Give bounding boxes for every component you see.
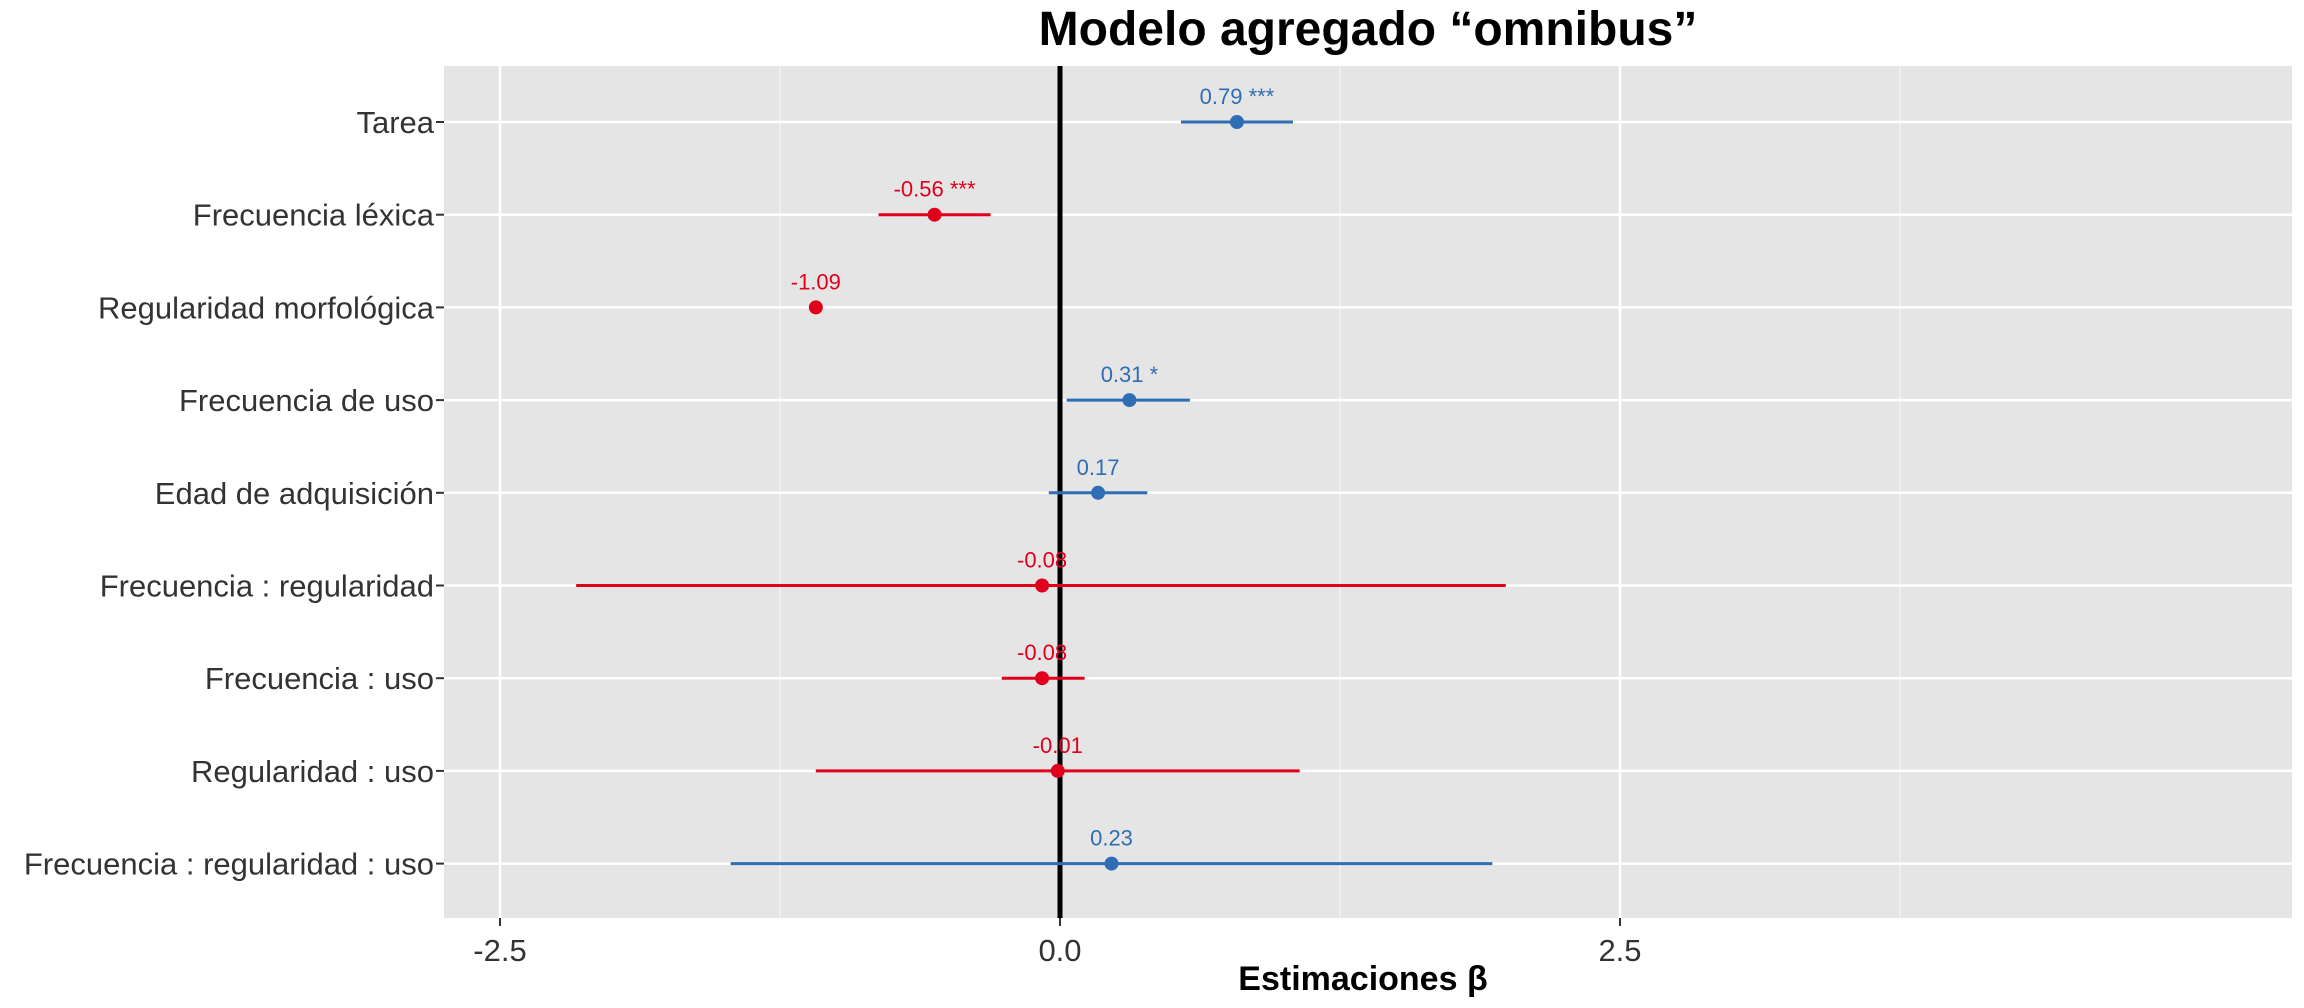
estimate-label: -0.01 <box>1033 733 1083 758</box>
y-tick-label: Frecuencia : regularidad <box>100 569 434 604</box>
estimate-marks: 0.79 *** -0.56 *** -1.09 0.31 * 0.17 -0.08 -0.… <box>576 84 1506 871</box>
y-tick-label: Regularidad morfológica <box>98 290 435 325</box>
y-tick-label: Regularidad : uso <box>191 754 434 789</box>
chart-title: Modelo agregado “omnibus” <box>1038 3 1698 56</box>
estimate-point <box>927 207 942 222</box>
estimate-point <box>808 300 823 315</box>
estimate-point <box>1122 393 1137 408</box>
y-tick-label: Frecuencia : uso <box>205 661 434 696</box>
y-tick-label: Tarea <box>356 105 434 140</box>
y-tick-label: Frecuencia de uso <box>179 383 434 418</box>
x-axis-title: Estimaciones β <box>1238 960 1487 998</box>
estimate-point <box>1229 115 1244 129</box>
estimate-point <box>1035 578 1050 593</box>
estimate-label: -0.08 <box>1017 548 1067 573</box>
y-axis: Tarea Frecuencia léxica Regularidad morfol… <box>24 105 444 882</box>
estimate-point <box>1050 763 1065 778</box>
estimate-point <box>1035 671 1050 686</box>
estimate-label: 0.31 * <box>1101 362 1159 387</box>
y-tick-label: Frecuencia : regularidad : uso <box>24 847 434 882</box>
x-tick-label: -2.5 <box>473 933 526 968</box>
estimate-label: -0.56 *** <box>894 177 976 202</box>
estimate-label: 0.17 <box>1077 455 1120 480</box>
estimate-point <box>1104 856 1119 871</box>
estimate-label: 0.79 *** <box>1200 84 1275 109</box>
estimate-label: 0.23 <box>1090 826 1133 851</box>
x-tick-label: 0.0 <box>1038 933 1081 968</box>
estimate-point <box>1091 485 1106 500</box>
y-tick-label: Frecuencia léxica <box>193 198 435 233</box>
estimate-label: -0.08 <box>1017 640 1067 665</box>
y-tick-label: Edad de adquisición <box>155 476 434 511</box>
x-tick-label: 2.5 <box>1598 933 1641 968</box>
x-axis: -2.5 0.0 2.5 <box>473 918 1642 968</box>
estimate-label: -1.09 <box>791 269 841 294</box>
